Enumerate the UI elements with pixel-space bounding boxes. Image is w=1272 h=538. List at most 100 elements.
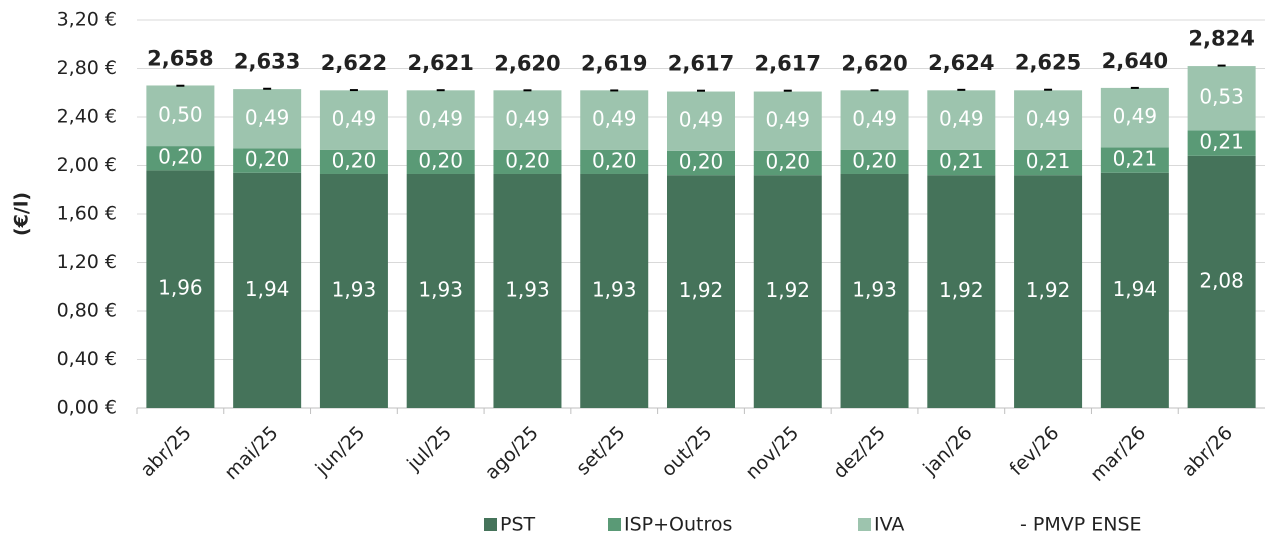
bar-segment (1187, 155, 1256, 408)
value-label: 1,93 (592, 277, 637, 301)
bar-segment (319, 173, 388, 408)
y-tick-label: 3,20 € (57, 9, 117, 31)
total-label: 2,625 (1015, 51, 1081, 75)
x-tick-label: mar/26 (1086, 422, 1150, 486)
bar-segment (840, 149, 909, 174)
bar-segment (840, 173, 909, 408)
x-tick-label: ago/25 (481, 422, 543, 484)
value-label: 0,21 (939, 149, 984, 173)
x-tick-label: jul/25 (402, 422, 456, 476)
y-tick-label: 0,40 € (57, 348, 117, 370)
value-label: 0,49 (679, 108, 724, 132)
y-tick-label: 2,00 € (57, 154, 117, 176)
bar-segment (1100, 87, 1169, 148)
legend-label: PST (500, 514, 536, 536)
value-label: 0,49 (592, 107, 637, 131)
bar-segment (319, 90, 388, 150)
bar-segment (667, 175, 735, 408)
bar-segment (493, 173, 562, 408)
value-label: 1,94 (245, 277, 290, 301)
value-label: 0,49 (505, 107, 550, 131)
value-label: 0,21 (1113, 147, 1158, 171)
value-label: 0,49 (418, 107, 463, 131)
bar-segment (1187, 130, 1256, 156)
x-tick-label: jun/25 (311, 422, 370, 481)
x-tick-label: jan/26 (918, 422, 976, 480)
value-label: 0,20 (852, 148, 897, 172)
total-label: 2,624 (928, 51, 994, 75)
x-tick-label: nov/25 (741, 422, 803, 484)
x-tick-label: abr/25 (136, 422, 195, 481)
value-label: 0,20 (679, 150, 724, 174)
value-label: 0,20 (418, 148, 463, 172)
bar-segment (319, 149, 388, 174)
y-tick-label: 0,00 € (57, 397, 117, 419)
bar-segment (1187, 66, 1256, 131)
bar-segment (1014, 90, 1083, 150)
total-label: 2,824 (1188, 27, 1254, 51)
total-label: 2,620 (494, 51, 560, 75)
value-label: 1,92 (939, 278, 984, 302)
value-label: 1,93 (332, 277, 377, 301)
value-label: 1,96 (158, 276, 203, 300)
value-label: 0,20 (332, 148, 377, 172)
value-label: 1,92 (1026, 278, 1071, 302)
value-label: 0,20 (158, 145, 203, 169)
y-tick-label: 2,80 € (57, 57, 117, 79)
bar-segment (146, 170, 215, 408)
bar-segment (1100, 147, 1169, 173)
value-label: 0,49 (332, 107, 377, 131)
y-tick-label: 0,80 € (57, 300, 117, 322)
value-label: 2,08 (1199, 268, 1244, 292)
x-tick-label: set/25 (572, 422, 630, 480)
total-label: 2,621 (407, 51, 473, 75)
legend-label: ISP+Outros (624, 514, 732, 536)
value-label: 0,20 (592, 148, 637, 172)
legend-swatch (858, 518, 871, 531)
value-label: 1,93 (852, 277, 897, 301)
x-tick-label: mai/25 (220, 422, 282, 484)
value-label: 0,49 (766, 108, 811, 132)
bar-segment (1014, 175, 1083, 408)
bar-segment (667, 150, 735, 176)
bar-segment (233, 172, 302, 408)
bar-segment (1100, 172, 1169, 408)
bar-segment (927, 149, 996, 176)
total-label: 2,617 (668, 52, 734, 76)
bar-segment (406, 149, 475, 174)
y-tick-label: 1,60 € (57, 203, 117, 225)
bar-segment (493, 149, 562, 174)
total-label: 2,633 (234, 50, 300, 74)
value-label: 0,20 (245, 147, 290, 171)
total-label: 2,617 (755, 52, 821, 76)
value-label: 0,50 (158, 102, 203, 126)
bar-segment (753, 175, 822, 408)
x-tick-label: dez/25 (829, 422, 890, 483)
value-label: 1,94 (1113, 277, 1158, 301)
value-label: 0,49 (939, 107, 984, 131)
y-axis-label: (€/l) (11, 192, 33, 236)
value-label: 0,21 (1026, 149, 1071, 173)
value-label: 1,92 (679, 278, 724, 302)
legend-label: IVA (874, 514, 904, 536)
bar-segment (233, 148, 302, 173)
bar-segment (493, 90, 562, 150)
y-tick-label: 1,20 € (57, 251, 117, 273)
bar-segment (580, 90, 649, 150)
value-label: 0,53 (1199, 85, 1244, 109)
value-label: 0,49 (852, 107, 897, 131)
bar-segment (233, 89, 302, 149)
x-tick-label: fev/26 (1005, 422, 1063, 480)
total-label: 2,619 (581, 51, 647, 75)
value-label: 0,49 (1113, 104, 1158, 128)
bar-segment (580, 149, 649, 174)
bar-segment (146, 146, 215, 171)
total-label: 2,658 (147, 47, 213, 71)
value-label: 0,20 (505, 148, 550, 172)
total-label: 2,622 (321, 51, 387, 75)
total-label: 2,640 (1102, 49, 1168, 73)
bar-segment (927, 90, 996, 150)
value-label: 0,20 (766, 150, 811, 174)
bar-segment (840, 90, 909, 150)
